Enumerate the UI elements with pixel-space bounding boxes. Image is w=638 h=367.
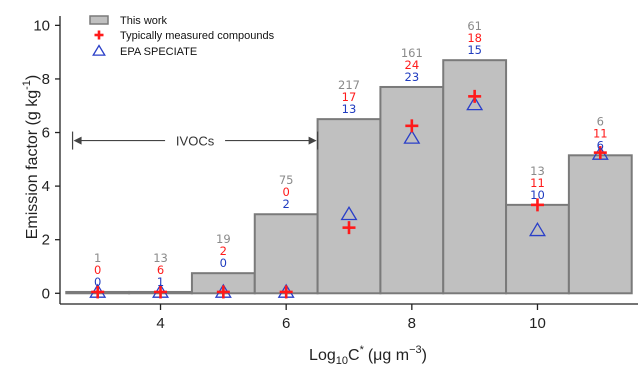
x-tick-label-10: 10 — [529, 315, 546, 332]
ivoc-right-arrowhead — [308, 136, 317, 145]
annotation-layer: IVOCs — [71, 131, 319, 150]
legend-label-triangle: EPA SPECIATE — [120, 46, 197, 58]
plus-point-6 — [279, 285, 293, 299]
count-red-7: 17 — [342, 90, 357, 104]
count-blue-6: 2 — [283, 197, 290, 211]
count-gray-9: 61 — [467, 19, 482, 33]
count-red-6: 0 — [283, 185, 290, 199]
plus-point-3 — [91, 285, 105, 299]
count-blue-11: 6 — [597, 138, 604, 152]
count-gray-4: 13 — [153, 251, 168, 265]
count-gray-11: 6 — [597, 114, 604, 128]
bars-layer — [65, 59, 633, 295]
count-red-11: 11 — [593, 126, 608, 140]
ivoc-left-arrowhead — [73, 136, 82, 145]
count-gray-10: 13 — [530, 164, 545, 178]
count-blue-7: 13 — [342, 102, 357, 116]
legend-swatch-bar — [89, 15, 109, 25]
count-red-8: 24 — [405, 58, 420, 72]
count-gray-8: 161 — [401, 46, 423, 60]
count-blue-3: 0 — [94, 275, 101, 289]
triangle-point-10 — [528, 222, 546, 237]
legend: This work Typically measured compounds EPA… — [89, 15, 275, 58]
bar-8 — [379, 85, 445, 295]
triangle-point-7 — [340, 205, 358, 221]
bar-10 — [505, 203, 570, 295]
count-blue-8: 23 — [405, 70, 420, 84]
count-gray-3: 1 — [94, 251, 101, 265]
count-blue-4: 1 — [157, 275, 164, 289]
plus-point-7 — [342, 221, 356, 235]
ivoc-label: IVOCs — [176, 134, 215, 149]
y-tick-label-8: 8 — [42, 71, 50, 88]
plus-point-8 — [405, 119, 419, 133]
legend-label-bar: This work — [120, 15, 168, 27]
count-gray-6: 75 — [279, 173, 294, 187]
legend-swatch-triangle — [92, 44, 106, 56]
plus-point-5 — [216, 285, 230, 299]
y-tick-label-2: 2 — [42, 232, 50, 249]
y-axis-title: Emission factor (g kg-1) — [21, 75, 41, 240]
legend-swatch-plus — [94, 30, 104, 40]
plus-point-10 — [530, 198, 544, 212]
plus-point-11 — [593, 146, 607, 160]
x-axis-title: Log10C* (μg m−3) — [309, 344, 427, 367]
count-red-3: 0 — [94, 263, 101, 277]
count-blue-9: 15 — [467, 43, 482, 57]
x-tick-label-4: 4 — [156, 315, 164, 332]
count-gray-5: 19 — [216, 232, 231, 246]
count-blue-5: 0 — [220, 256, 227, 270]
legend-label-plus: Typically measured compounds — [120, 30, 275, 42]
count-red-5: 2 — [220, 244, 227, 258]
y-tick-label-0: 0 — [42, 285, 50, 302]
y-tick-label-10: 10 — [33, 17, 50, 34]
count-gray-7: 217 — [338, 78, 360, 92]
count-red-10: 11 — [530, 176, 545, 190]
plus-point-4 — [154, 285, 168, 299]
triangle-point-9 — [466, 96, 484, 111]
markers-layer — [89, 89, 609, 299]
bar-11 — [567, 154, 633, 295]
bar-6 — [253, 213, 319, 295]
plus-point-9 — [468, 89, 482, 103]
count-red-9: 18 — [467, 31, 482, 45]
x-tick-label-6: 6 — [282, 315, 290, 332]
y-tick-label-6: 6 — [42, 125, 50, 142]
x-tick-label-8: 8 — [408, 315, 416, 332]
count-red-4: 6 — [157, 263, 164, 277]
count-blue-10: 10 — [530, 188, 545, 202]
y-tick-label-4: 4 — [42, 178, 50, 195]
triangle-point-8 — [403, 129, 421, 144]
